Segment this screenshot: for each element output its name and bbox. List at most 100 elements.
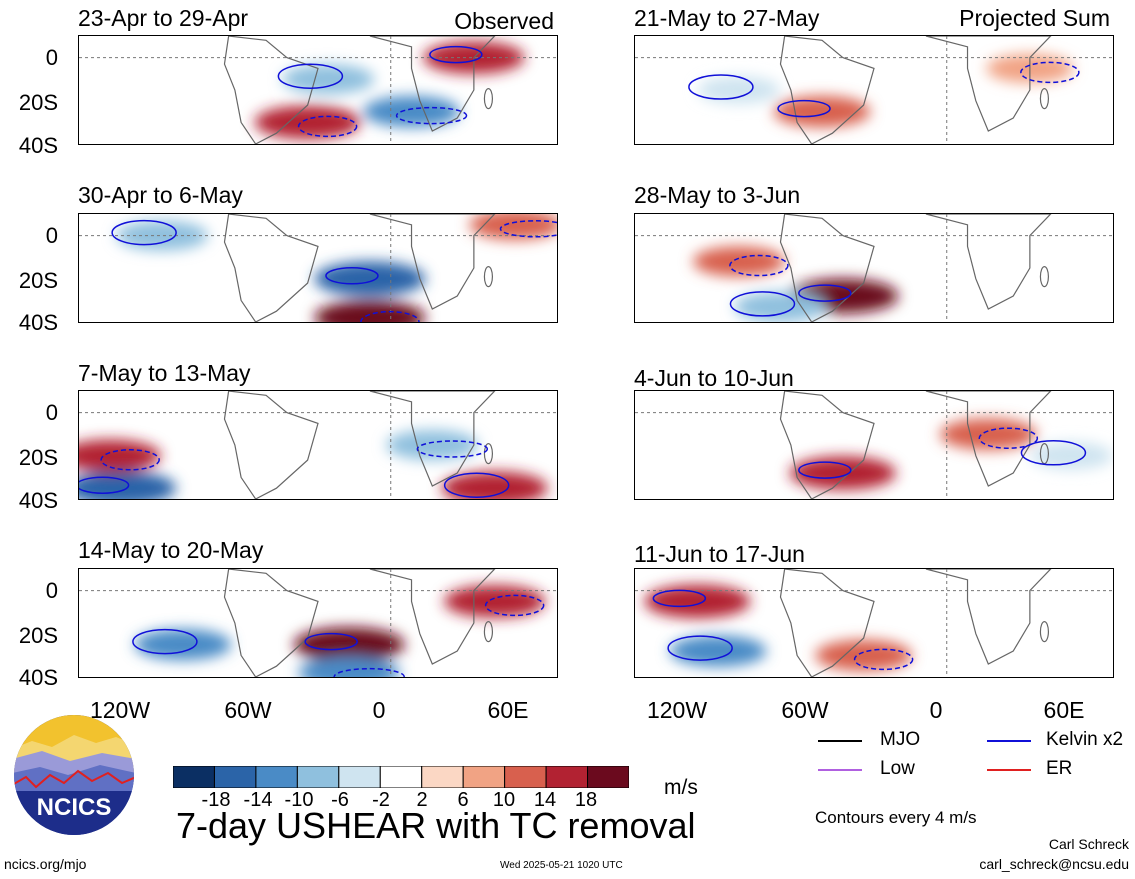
- colorbar-swatch: [545, 766, 589, 788]
- kelvin-contour: [652, 589, 707, 608]
- y-tick-label: 0: [45, 223, 58, 248]
- footer-url: ncics.org/mjo: [4, 856, 87, 872]
- footer-email: carl_schreck@ncsu.edu: [979, 856, 1129, 872]
- africa-coastline: [369, 214, 496, 310]
- kelvin-contour: [297, 115, 358, 138]
- shear-anomaly-blob: [644, 584, 751, 619]
- observed-label: Observed: [454, 8, 554, 34]
- south-america-coastline: [223, 569, 319, 677]
- y-tick-label: 40S: [18, 488, 58, 513]
- legend-label-kelvin: Kelvin x2: [1046, 729, 1124, 750]
- shear-anomaly-blob: [441, 471, 548, 499]
- africa-coastline: [369, 569, 496, 665]
- projected-label: Projected Sum: [959, 5, 1110, 31]
- legend-label-low: Low: [880, 758, 915, 779]
- colorbar-swatch: [213, 766, 257, 788]
- map-panel: [78, 390, 558, 500]
- kelvin-contour: [132, 628, 198, 655]
- legend-line-mjo: [818, 740, 862, 742]
- colorbar-swatch: [255, 766, 298, 788]
- shear-anomaly-blob: [314, 300, 426, 322]
- shear-field: [79, 391, 557, 499]
- kelvin-contour: [111, 219, 177, 246]
- shear-anomaly-blob: [254, 105, 361, 140]
- kelvin-contour: [429, 45, 483, 64]
- kelvin-contour: [416, 440, 489, 458]
- madagascar-coastline: [483, 621, 494, 643]
- shear-field: [635, 214, 1113, 322]
- footer-timestamp: Wed 2025-05-21 1020 UTC: [500, 860, 623, 871]
- panel-title: 11-Jun to 17-Jun: [634, 541, 805, 567]
- madagascar-coastline: [483, 443, 494, 465]
- legend-line-er: [987, 769, 1031, 771]
- africa-coastline: [925, 36, 1052, 132]
- shear-anomaly-blob: [469, 214, 557, 240]
- kelvin-contour: [360, 310, 420, 322]
- south-america-coastline: [779, 391, 875, 499]
- y-tick-label: 0: [45, 400, 58, 425]
- shear-field: [79, 569, 557, 677]
- legend-line-kelvin: [987, 740, 1031, 742]
- panel-title: 23-Apr to 29-Apr: [78, 5, 249, 31]
- x-tick-label: 60W: [781, 697, 829, 723]
- shear-anomaly-blob: [134, 629, 232, 661]
- shear-field: [635, 391, 1113, 499]
- kelvin-contour: [1020, 440, 1087, 466]
- south-america-coastline: [779, 214, 875, 322]
- x-tick-label: 120W: [646, 697, 708, 723]
- kelvin-contour: [484, 594, 545, 617]
- kelvin-contour: [688, 74, 754, 100]
- shear-field: [79, 36, 557, 144]
- kelvin-contour: [395, 106, 468, 125]
- legend-label-er: ER: [1046, 758, 1073, 779]
- kelvin-contour: [499, 220, 557, 238]
- kelvin-contour: [667, 635, 733, 661]
- kelvin-contour: [729, 291, 796, 317]
- kelvin-contour: [325, 267, 379, 285]
- africa-coastline: [369, 36, 496, 132]
- x-tick-label: 60E: [1043, 697, 1085, 723]
- map-panel: [634, 213, 1114, 323]
- shear-anomaly-blob: [734, 291, 827, 322]
- ncics-logo: NCICS: [12, 713, 136, 842]
- x-tick-label: 120W: [89, 697, 151, 723]
- x-tick-label: 0: [372, 697, 386, 723]
- kelvin-contour: [1020, 61, 1080, 84]
- panel-title: 28-May to 3-Jun: [634, 182, 801, 208]
- panel-title: 21-May to 27-May: [634, 5, 820, 31]
- shear-anomaly-blob: [697, 76, 781, 104]
- shear-anomaly-blob: [363, 96, 460, 128]
- map-panel: [78, 213, 558, 323]
- south-america-coastline: [223, 214, 319, 322]
- colorbar-swatch: [296, 766, 340, 788]
- shear-anomaly-blob: [298, 656, 400, 677]
- y-tick-label: 20S: [18, 90, 58, 115]
- contours-note: Contours every 4 m/s: [815, 808, 977, 827]
- legend-label-mjo: MJO: [880, 729, 921, 750]
- shear-anomaly-blob: [939, 418, 1037, 450]
- colorbar-tick: -18: [201, 789, 231, 811]
- shear-anomaly-blob: [293, 627, 405, 662]
- colorbar-swatch: [173, 766, 215, 788]
- shear-field: [635, 569, 1113, 677]
- shear-anomaly-blob: [282, 64, 375, 95]
- africa-coastline: [925, 391, 1052, 487]
- shear-anomaly-blob: [386, 430, 479, 460]
- kelvin-contour: [277, 63, 344, 89]
- logo-text: NCICS: [37, 794, 112, 821]
- colorbar-tick: 14: [533, 789, 557, 811]
- shear-anomaly-blob: [79, 470, 177, 499]
- x-tick-label: 60W: [224, 697, 272, 723]
- shear-anomaly-blob: [443, 585, 546, 618]
- y-tick-label: 0: [45, 578, 58, 603]
- africa-coastline: [925, 569, 1052, 665]
- y-tick-label: 40S: [18, 310, 58, 335]
- y-tick-label: 40S: [18, 665, 58, 690]
- map-panel: [78, 35, 558, 145]
- colorbar-swatch: [504, 766, 547, 788]
- shear-anomaly-blob: [116, 220, 209, 251]
- x-tick-label: 60E: [487, 697, 529, 723]
- panel-title: 7-May to 13-May: [78, 360, 251, 386]
- y-tick-label: 20S: [18, 445, 58, 470]
- colorbar-swatch: [421, 766, 464, 788]
